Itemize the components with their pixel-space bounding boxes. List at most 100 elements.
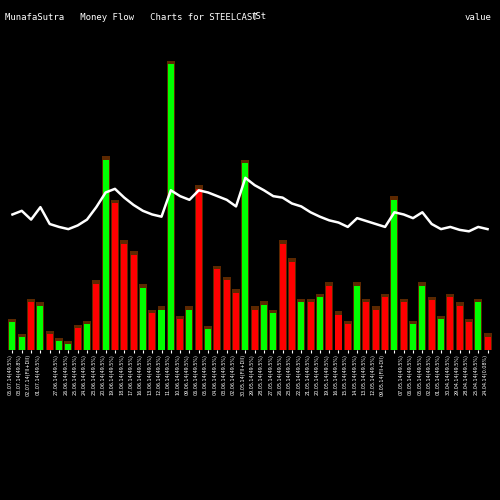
Bar: [280, 244, 285, 350]
Bar: [250, 306, 258, 350]
Bar: [18, 337, 25, 350]
Bar: [83, 320, 91, 350]
Bar: [121, 244, 128, 350]
Bar: [456, 306, 462, 350]
Bar: [242, 160, 250, 350]
Bar: [148, 310, 156, 350]
Bar: [27, 298, 35, 350]
Bar: [18, 334, 26, 350]
Bar: [446, 294, 454, 350]
Text: (St: (St: [250, 12, 266, 22]
Bar: [428, 296, 436, 350]
Bar: [214, 266, 222, 350]
Bar: [130, 251, 138, 350]
Bar: [64, 341, 72, 350]
Bar: [354, 286, 360, 350]
Bar: [92, 280, 100, 350]
Bar: [382, 298, 388, 350]
Bar: [195, 185, 202, 350]
Bar: [270, 314, 276, 350]
Bar: [177, 319, 183, 350]
Bar: [484, 337, 490, 350]
Bar: [111, 200, 119, 350]
Bar: [223, 276, 230, 350]
Bar: [325, 282, 333, 350]
Bar: [261, 304, 267, 350]
Bar: [46, 334, 52, 350]
Bar: [289, 262, 295, 350]
Bar: [409, 320, 417, 350]
Bar: [306, 298, 314, 350]
Bar: [400, 302, 406, 350]
Bar: [252, 310, 258, 350]
Bar: [158, 310, 164, 350]
Bar: [390, 196, 398, 350]
Bar: [428, 300, 434, 350]
Bar: [372, 310, 379, 350]
Bar: [288, 258, 296, 350]
Bar: [298, 298, 305, 350]
Bar: [102, 156, 110, 350]
Bar: [66, 344, 71, 350]
Bar: [336, 315, 342, 350]
Bar: [176, 316, 184, 350]
Bar: [112, 204, 118, 350]
Bar: [204, 326, 212, 350]
Bar: [186, 310, 192, 350]
Bar: [10, 322, 16, 350]
Bar: [484, 333, 492, 350]
Bar: [278, 240, 286, 350]
Bar: [456, 302, 464, 350]
Bar: [474, 298, 482, 350]
Bar: [224, 280, 230, 350]
Bar: [400, 298, 407, 350]
Bar: [8, 319, 16, 350]
Bar: [36, 302, 44, 350]
Bar: [334, 311, 342, 350]
Bar: [316, 294, 324, 350]
Bar: [46, 331, 54, 350]
Bar: [38, 306, 44, 350]
Bar: [214, 270, 220, 350]
Bar: [344, 320, 352, 350]
Bar: [84, 324, 90, 350]
Bar: [270, 310, 277, 350]
Bar: [410, 324, 416, 350]
Bar: [308, 302, 314, 350]
Bar: [465, 318, 473, 350]
Bar: [353, 282, 361, 350]
Bar: [418, 282, 426, 350]
Bar: [392, 200, 398, 350]
Bar: [140, 288, 146, 350]
Bar: [158, 306, 166, 350]
Bar: [326, 286, 332, 350]
Bar: [196, 189, 202, 350]
Bar: [466, 322, 472, 350]
Bar: [437, 316, 445, 350]
Text: value: value: [465, 12, 492, 22]
Bar: [475, 302, 482, 350]
Bar: [139, 284, 147, 350]
Bar: [120, 240, 128, 350]
Bar: [381, 294, 389, 350]
Bar: [260, 301, 268, 350]
Bar: [74, 328, 80, 350]
Bar: [28, 302, 34, 350]
Bar: [168, 64, 174, 350]
Bar: [232, 289, 240, 350]
Bar: [94, 284, 100, 350]
Bar: [55, 338, 63, 350]
Bar: [130, 255, 136, 350]
Bar: [438, 319, 444, 350]
Bar: [362, 298, 370, 350]
Bar: [298, 302, 304, 350]
Bar: [56, 341, 62, 350]
Bar: [167, 60, 175, 350]
Bar: [102, 160, 108, 350]
Bar: [317, 298, 323, 350]
Bar: [345, 324, 351, 350]
Bar: [420, 286, 426, 350]
Bar: [74, 325, 82, 350]
Bar: [364, 302, 370, 350]
Bar: [149, 314, 155, 350]
